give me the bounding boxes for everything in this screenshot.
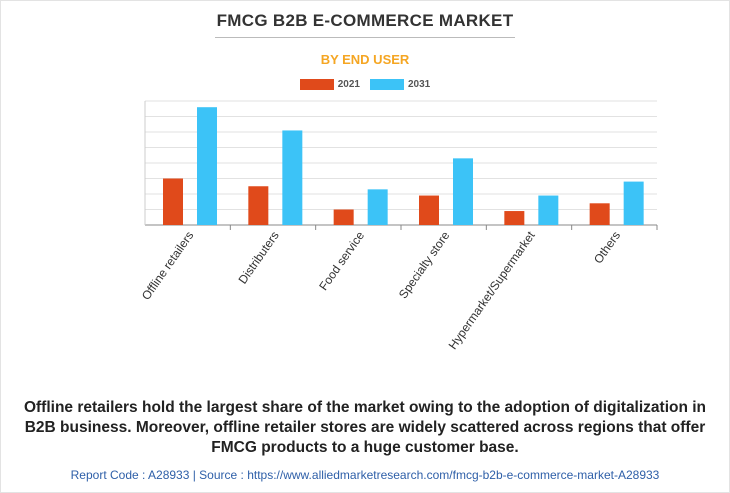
x-tick-label: Food service bbox=[316, 228, 367, 293]
bar-2031-4 bbox=[538, 195, 559, 225]
legend-label-2021: 2021 bbox=[337, 79, 360, 90]
legend-swatch-2031 bbox=[370, 79, 404, 90]
bar-2031-5 bbox=[623, 181, 644, 225]
bar-2021-1 bbox=[248, 186, 269, 225]
x-tick-label: Hypermarket/Supermarket bbox=[446, 228, 539, 352]
legend-item-2031: 2031 bbox=[370, 79, 430, 90]
legend: 2021 2031 bbox=[0, 79, 730, 90]
bar-2031-1 bbox=[282, 130, 303, 225]
legend-label-2031: 2031 bbox=[408, 79, 431, 90]
x-tick-label: Distributers bbox=[236, 229, 282, 287]
bar-2021-0 bbox=[163, 178, 183, 225]
x-tick-label: Offline retailers bbox=[139, 229, 197, 303]
chart-caption: Offline retailers hold the largest share… bbox=[23, 399, 707, 456]
chart-title: FMCG B2B E-COMMERCE MARKET bbox=[216, 11, 514, 30]
legend-item-2021: 2021 bbox=[299, 79, 360, 90]
title-divider bbox=[215, 37, 515, 38]
bar-chart: Offline retailers Distributers Food servic… bbox=[139, 100, 658, 352]
bar-2021-2 bbox=[333, 209, 354, 225]
bar-2021-4 bbox=[504, 211, 525, 225]
x-tick-label: Specialty store bbox=[396, 228, 453, 301]
bar-2031-2 bbox=[367, 189, 388, 225]
legend-swatch-2021 bbox=[299, 79, 334, 90]
chart-subtitle: BY END USER bbox=[320, 52, 410, 67]
x-tick-label: Others bbox=[591, 229, 623, 267]
source-footer: Report Code : A28933 | Source : https://… bbox=[70, 468, 660, 482]
bar-2031-3 bbox=[453, 158, 473, 225]
bar-2021-3 bbox=[419, 195, 439, 225]
bar-2031-0 bbox=[197, 107, 217, 225]
bar-2021-5 bbox=[589, 203, 610, 225]
